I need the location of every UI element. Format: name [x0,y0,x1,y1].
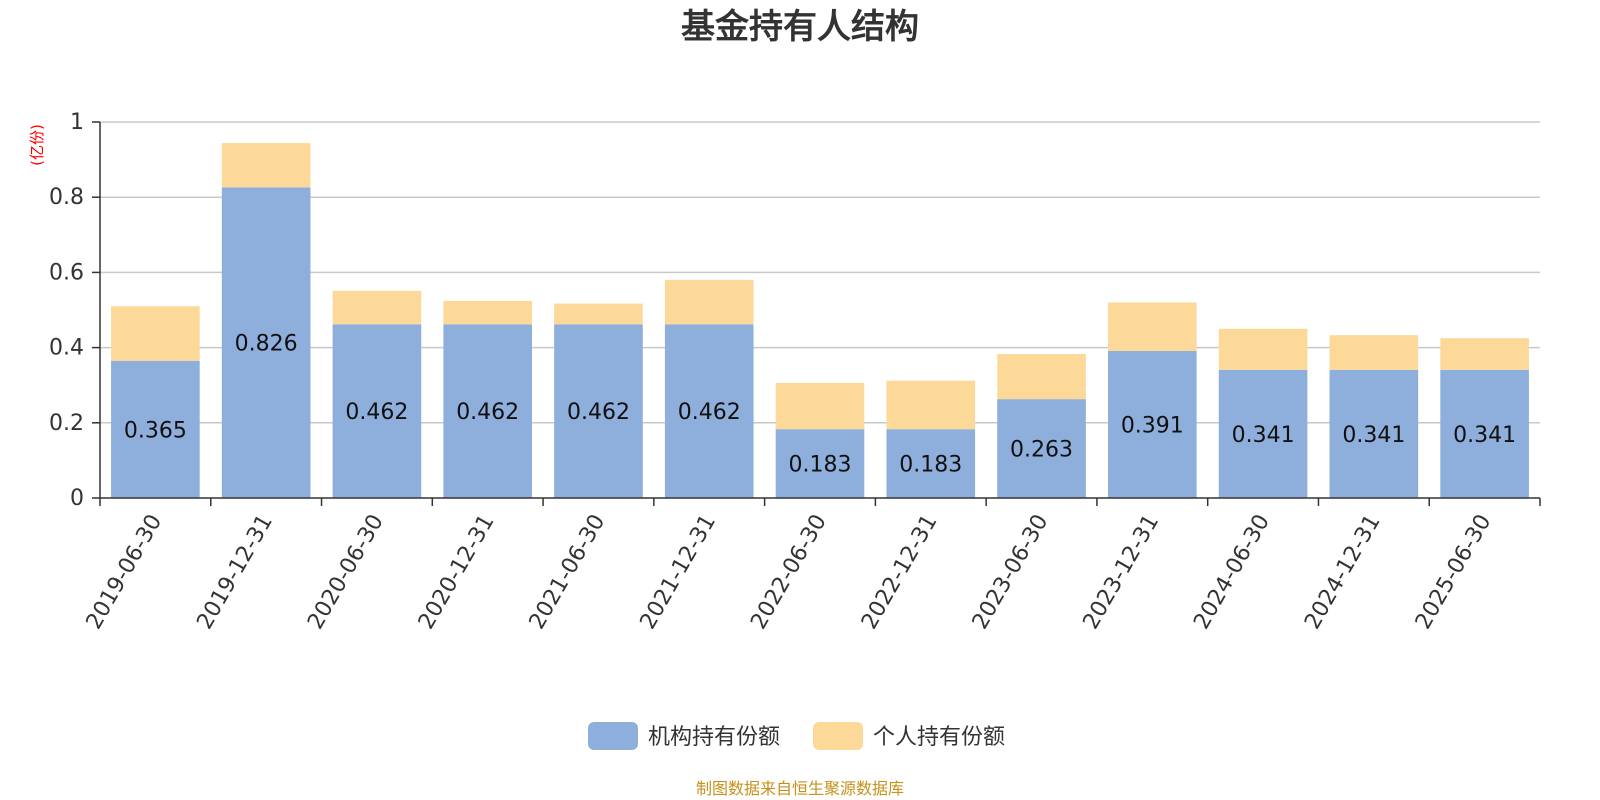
x-tick-label: 2023-12-31 [1079,510,1165,633]
y-axis-ticks: 0 0.2 0.4 0.6 0.8 1 [49,110,100,511]
bar-data-label: 0.341 [1232,423,1295,448]
bar-data-label: 0.183 [899,453,962,478]
bar-institutional[interactable] [664,324,754,498]
bar-individual[interactable] [1218,328,1308,370]
bar-data-label: 0.462 [456,400,519,425]
y-tick-label: 1 [70,110,84,135]
bar-data-label: 0.183 [789,453,852,478]
legend-label-individual[interactable]: 个人持有份额 [873,725,1005,750]
x-tick-label: 2019-06-30 [82,510,168,633]
x-tick-label: 2021-06-30 [525,510,611,633]
bar-data-label: 0.826 [235,332,298,357]
bar-data-label: 0.341 [1342,423,1405,448]
x-axis-ticks: 2019-06-30 2019-12-31 2020-06-30 2020-12-31… [82,498,1541,634]
y-tick-label: 0 [70,486,84,511]
gridlines [100,121,1540,424]
x-tick-label: 2025-06-30 [1411,510,1497,633]
bar-institutional[interactable] [1329,369,1419,498]
bar-individual[interactable] [997,353,1086,400]
bar-institutional[interactable] [997,399,1086,498]
bar-individual[interactable] [443,300,532,325]
bar-individual[interactable] [332,290,422,325]
bar-data-label: 0.263 [1010,438,1073,463]
bar-individual[interactable] [221,143,311,188]
bar-institutional[interactable] [111,360,200,498]
legend-swatch-institutional[interactable] [588,722,638,750]
y-tick-label: 0.8 [49,185,84,210]
bar-data-label: 0.462 [678,400,741,425]
y-tick-label: 0.4 [49,336,84,361]
bar-individual[interactable] [554,303,643,325]
bar-individual[interactable] [1329,335,1419,370]
x-tick-label: 2023-06-30 [968,510,1054,633]
source-note: 制图数据来自恒生聚源数据库 [696,779,904,798]
bar-institutional[interactable] [443,324,532,498]
bar-individual[interactable] [775,382,865,430]
y-tick-label: 0.2 [49,411,84,436]
bar-individual[interactable] [664,279,754,325]
bar-institutional[interactable] [332,324,422,498]
x-tick-label: 2020-12-31 [414,510,500,633]
legend-label-institutional[interactable]: 机构持有份额 [648,725,780,750]
bar-data-label: 0.341 [1453,423,1516,448]
bar-individual[interactable] [886,380,976,430]
bar-institutional[interactable] [1218,369,1308,498]
x-tick-label: 2022-06-30 [746,510,832,633]
bar-individual[interactable] [111,306,200,361]
bar-individual[interactable] [1108,302,1197,351]
bar-institutional[interactable] [886,429,976,498]
bar-data-label: 0.462 [345,400,408,425]
axes [99,122,1540,499]
x-tick-label: 2024-12-31 [1300,510,1386,633]
bar-individual[interactable] [1440,338,1529,370]
bars: 0.365 0.826 0.462 0.462 0.462 0.462 0.183 0.183… [111,143,1529,498]
bar-data-label: 0.365 [124,418,187,443]
y-axis-unit-label: (亿份) [28,124,46,166]
bar-data-label: 0.462 [567,400,630,425]
bar-institutional[interactable] [221,187,311,498]
bar-institutional[interactable] [1108,350,1197,498]
x-tick-label: 2021-12-31 [636,510,722,633]
bar-institutional[interactable] [775,429,865,498]
bar-institutional[interactable] [1440,369,1529,498]
x-tick-label: 2022-12-31 [857,510,943,633]
bar-institutional[interactable] [554,324,643,498]
legend: 机构持有份额 个人持有份额 [588,722,1005,750]
chart-title: 基金持有人结构 [681,7,919,47]
legend-swatch-individual[interactable] [813,722,863,750]
y-tick-label: 0.6 [49,260,84,285]
x-tick-label: 2020-06-30 [303,510,389,633]
x-tick-label: 2019-12-31 [192,510,278,633]
x-tick-label: 2024-06-30 [1189,510,1275,633]
bar-data-label: 0.391 [1121,413,1184,438]
